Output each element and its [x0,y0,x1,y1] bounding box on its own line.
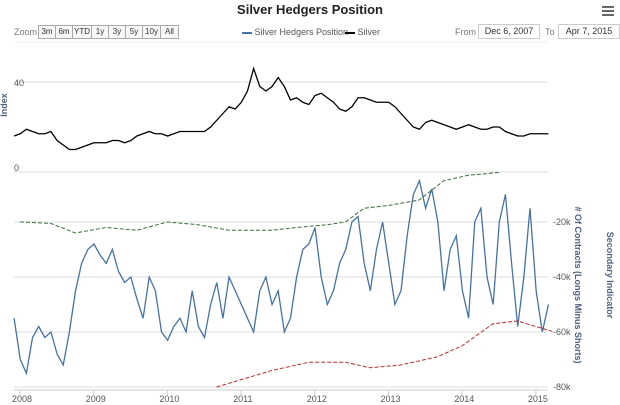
x-tick-label: 2015 [527,394,548,404]
bottom-tick: -40k [553,272,571,282]
to-label: To [545,27,555,37]
from-label: From [455,27,476,37]
x-tick-label: 2009 [85,394,106,404]
hedgers-position-line [13,178,550,376]
bottom-axis-label: # Of Contracts (Longs Minus Shorts) [573,206,583,364]
bottom-tick: -60k [553,327,571,337]
zoom-button-all[interactable]: All [160,25,179,39]
red-dashed-line [216,320,555,388]
zoom-button-1y[interactable]: 1y [91,25,109,39]
x-tick-label: 2013 [380,394,401,404]
bottom-tick: -20k [553,217,571,227]
x-tick-label: 2011 [233,394,253,404]
legend-item-silver[interactable]: Silver [345,27,380,37]
bottom-tick: -80k [553,382,571,392]
top-tick-40: 40 [14,78,25,88]
zoom-label: Zoom [14,27,38,37]
x-tick-label: 2014 [454,394,475,404]
top-axis-label: Index [0,93,9,117]
green-dashed-line [19,172,500,234]
secondary-axis-label: Secondary Indicator [605,231,615,319]
chart-title: Silver Hedgers Position [237,2,383,17]
legend-item-hedgers[interactable]: Silver Hedgers Position [242,27,348,37]
zoom-button-3y[interactable]: 3y [108,25,126,39]
x-tick-label: 2008 [12,394,33,404]
top-tick-0: 0 [14,163,20,173]
x-tick-label: 2012 [306,394,327,404]
silver-line [13,66,549,151]
menu-icon[interactable] [602,6,614,16]
x-tick-label: 2010 [159,394,180,404]
from-date-input[interactable]: Dec 6, 2007 [478,24,540,39]
